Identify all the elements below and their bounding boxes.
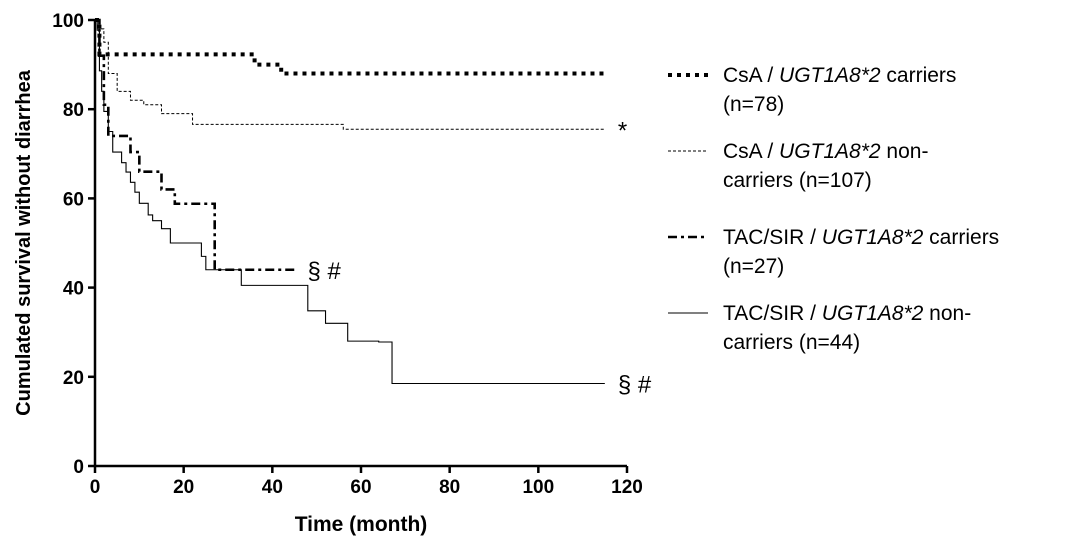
legend-entry-2-line2: carriers (n=107) bbox=[723, 169, 872, 192]
x-axis-label: Time (month) bbox=[295, 513, 428, 536]
axes: 0 20 40 60 80 100 120 0 20 40 60 80 100 Time (month) C… bbox=[13, 11, 643, 536]
legend-entry-4-line2: carriers (n=44) bbox=[723, 331, 860, 354]
legend: CsA / UGT1A8*2 carriers (n=78) CsA / UGT1A… bbox=[668, 64, 999, 354]
x-tick-label: 100 bbox=[522, 477, 554, 498]
legend-entry-3-line1: TAC/SIR / UGT1A8*2 carriers bbox=[723, 226, 999, 249]
series-annotation-3: § # bbox=[308, 258, 342, 285]
x-tick-label: 0 bbox=[90, 477, 101, 498]
legend-entry-2-line1: CsA / UGT1A8*2 non- bbox=[723, 140, 928, 163]
legend-entry-1-line2: (n=78) bbox=[723, 93, 784, 116]
legend-entry-1-line1: CsA / UGT1A8*2 carriers bbox=[723, 64, 956, 87]
series-annotation-4: § # bbox=[618, 371, 652, 398]
series-annotation-2: * bbox=[618, 117, 627, 144]
legend-entry-3-line2: (n=27) bbox=[723, 255, 784, 278]
plot-area: * § # § # bbox=[95, 18, 652, 398]
x-tick-label: 20 bbox=[173, 477, 194, 498]
x-tick-label: 60 bbox=[350, 477, 371, 498]
x-tick-label: 40 bbox=[262, 477, 283, 498]
series-line-4 bbox=[95, 19, 605, 385]
y-axis-label: Cumulated survival without diarrhea bbox=[13, 69, 35, 416]
legend-entry-4-line1: TAC/SIR / UGT1A8*2 non- bbox=[723, 302, 971, 325]
y-tick-label: 40 bbox=[63, 279, 84, 300]
x-tick-label: 80 bbox=[439, 477, 460, 498]
x-tick-label: 120 bbox=[611, 477, 643, 498]
y-tick-label: 80 bbox=[63, 100, 84, 121]
y-tick-label: 0 bbox=[73, 457, 84, 478]
series-line-1 bbox=[95, 18, 605, 76]
series-line-2 bbox=[95, 19, 605, 130]
series-line-3 bbox=[95, 18, 295, 272]
y-tick-label: 60 bbox=[63, 189, 84, 210]
y-tick-label: 20 bbox=[63, 368, 84, 389]
y-tick-label: 100 bbox=[52, 11, 84, 32]
